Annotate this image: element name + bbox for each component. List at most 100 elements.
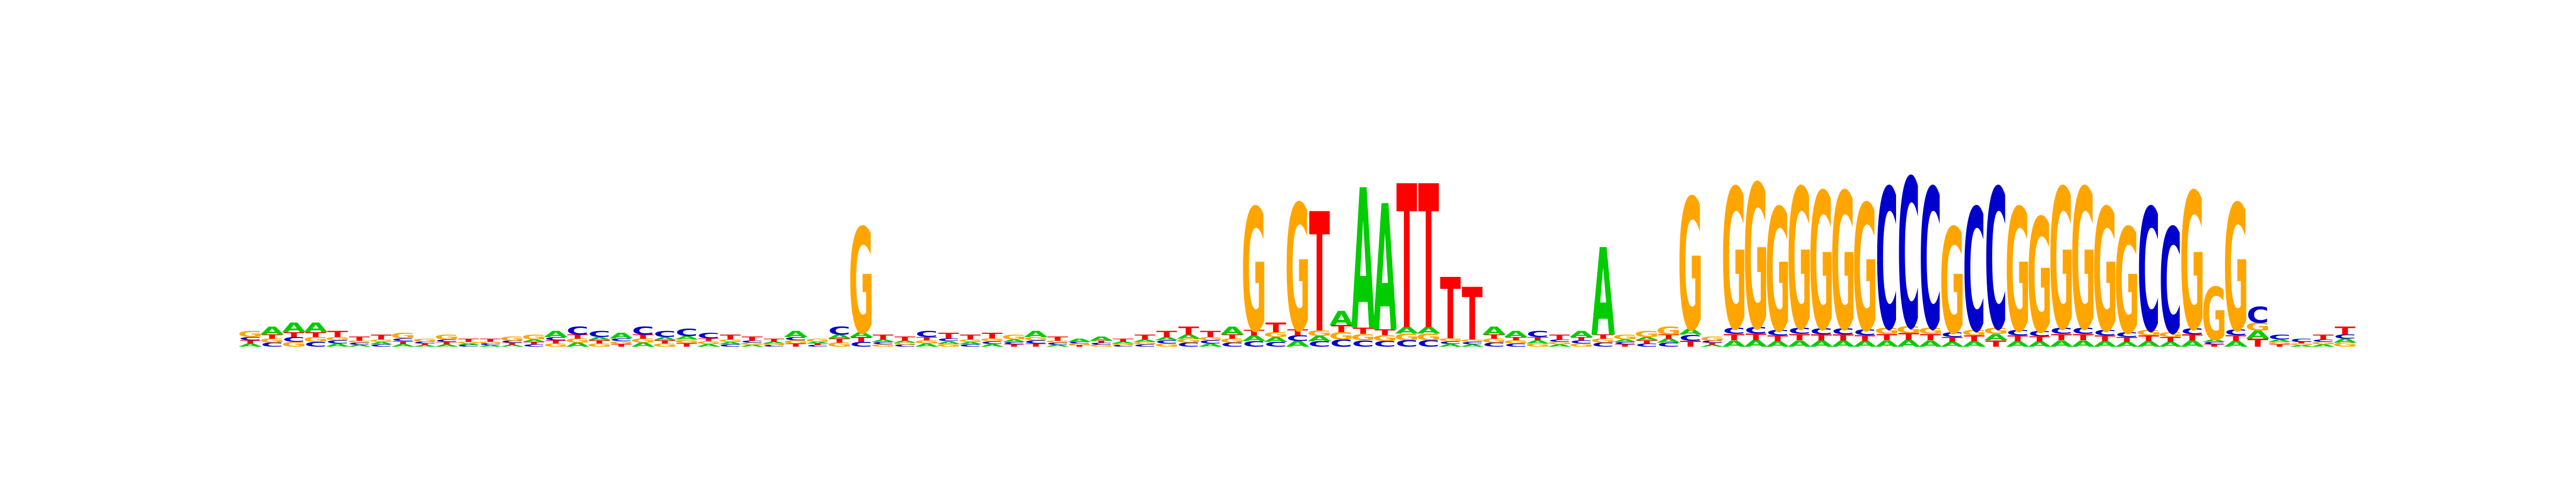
- logo-letter-a: A: [1046, 344, 1070, 347]
- logo-letter-a: A: [1111, 341, 1135, 344]
- logo-letter-t: T: [1374, 328, 1396, 337]
- logo-letter-a: A: [1853, 339, 1877, 348]
- logo-letter-g: G: [434, 333, 459, 341]
- logo-letter-a: A: [260, 325, 284, 338]
- logo-letter-c: C: [2029, 330, 2051, 338]
- logo-letter-g: G: [500, 335, 525, 342]
- logo-letter-a: A: [741, 344, 764, 347]
- logo-letter-a: A: [326, 342, 350, 348]
- logo-letter-t: T: [1527, 336, 1548, 341]
- logo-letter-g: G: [936, 343, 961, 347]
- logo-letter-c: C: [1461, 341, 1483, 345]
- logo-letter-a: A: [675, 335, 699, 341]
- logo-letter-t: T: [1396, 145, 1417, 375]
- logo-letter-t: T: [1767, 334, 1789, 343]
- logo-letter-g: G: [848, 199, 874, 367]
- logo-letter-t: T: [1615, 343, 1636, 347]
- logo-letter-g: G: [1809, 154, 1834, 373]
- logo-letter-c: C: [1134, 343, 1157, 347]
- logo-letter-t: T: [720, 333, 741, 341]
- logo-letter-t: T: [785, 342, 806, 348]
- logo-letter-t: T: [1920, 332, 1941, 342]
- logo-letter-g: G: [784, 339, 809, 345]
- logo-letter-g: G: [2332, 342, 2358, 348]
- logo-letter-g: G: [1023, 336, 1049, 341]
- logo-letter-g: G: [979, 338, 1005, 342]
- logo-letter-g: G: [1198, 336, 1223, 341]
- logo-letter-a: A: [2246, 328, 2270, 341]
- logo-letter-c: C: [1046, 342, 1069, 346]
- logo-letter-c: C: [1330, 338, 1352, 349]
- logo-letter-g: G: [653, 342, 678, 348]
- logo-letter-t: T: [371, 333, 392, 341]
- logo-letter-c: C: [1592, 342, 1614, 348]
- logo-letter-t: T: [502, 342, 523, 346]
- logo-letter-a: A: [1351, 149, 1375, 374]
- logo-letter-g: G: [1154, 342, 1180, 348]
- logo-letter-g: G: [740, 342, 765, 346]
- logo-letter-c: C: [1199, 339, 1222, 345]
- logo-letter-c: C: [2312, 339, 2334, 342]
- logo-letter-t: T: [1287, 328, 1309, 337]
- logo-letter-a: A: [1613, 339, 1637, 342]
- logo-letter-c: C: [1526, 329, 1549, 339]
- logo-letter-g: G: [1307, 329, 1332, 338]
- logo-letter-c: C: [1679, 333, 1702, 343]
- logo-letter-a: A: [1570, 329, 1594, 339]
- logo-letter-a: A: [1766, 340, 1790, 349]
- logo-letter-g: G: [2223, 169, 2249, 370]
- logo-letter-a: A: [522, 339, 546, 342]
- logo-letter-g: G: [2092, 174, 2118, 370]
- logo-letter-g: G: [1678, 161, 1703, 371]
- logo-letter-c: C: [2007, 328, 2029, 338]
- logo-letter-g: G: [1722, 149, 1747, 374]
- logo-letter-g: G: [1045, 340, 1070, 343]
- logo-letter-g: G: [674, 339, 699, 345]
- logo-letter-t: T: [567, 334, 588, 340]
- logo-letter-c: C: [348, 342, 371, 346]
- logo-letter-c: C: [588, 329, 611, 339]
- logo-letter-c: C: [959, 343, 982, 347]
- logo-letter-g: G: [1569, 342, 1594, 348]
- logo-letter-g: G: [369, 339, 394, 342]
- logo-letter-t: T: [1309, 178, 1330, 369]
- logo-letter-g: G: [2114, 199, 2140, 367]
- logo-letter-c: C: [697, 331, 720, 340]
- logo-letter-c: C: [763, 345, 785, 347]
- logo-letter-g: G: [2180, 154, 2205, 373]
- logo-letter-t: T: [2029, 335, 2050, 343]
- logo-letter-a: A: [828, 334, 852, 340]
- logo-letter-g: G: [1460, 339, 1485, 342]
- logo-letter-a: A: [1526, 339, 1550, 345]
- logo-letter-g: G: [1896, 325, 1921, 335]
- logo-letter-a: A: [2311, 343, 2336, 347]
- logo-letter-a: A: [762, 341, 786, 344]
- logo-letter-a: A: [1220, 325, 1244, 338]
- logo-letter-c: C: [1439, 340, 1462, 345]
- logo-letter-c: C: [1505, 342, 1527, 348]
- logo-letter-a: A: [719, 341, 743, 345]
- logo-letter-c: C: [2246, 302, 2269, 328]
- logo-letter-c: C: [2268, 333, 2291, 341]
- logo-letter-c: C: [1374, 339, 1396, 348]
- logo-letter-c: C: [239, 336, 261, 341]
- logo-letter-a: A: [238, 342, 262, 348]
